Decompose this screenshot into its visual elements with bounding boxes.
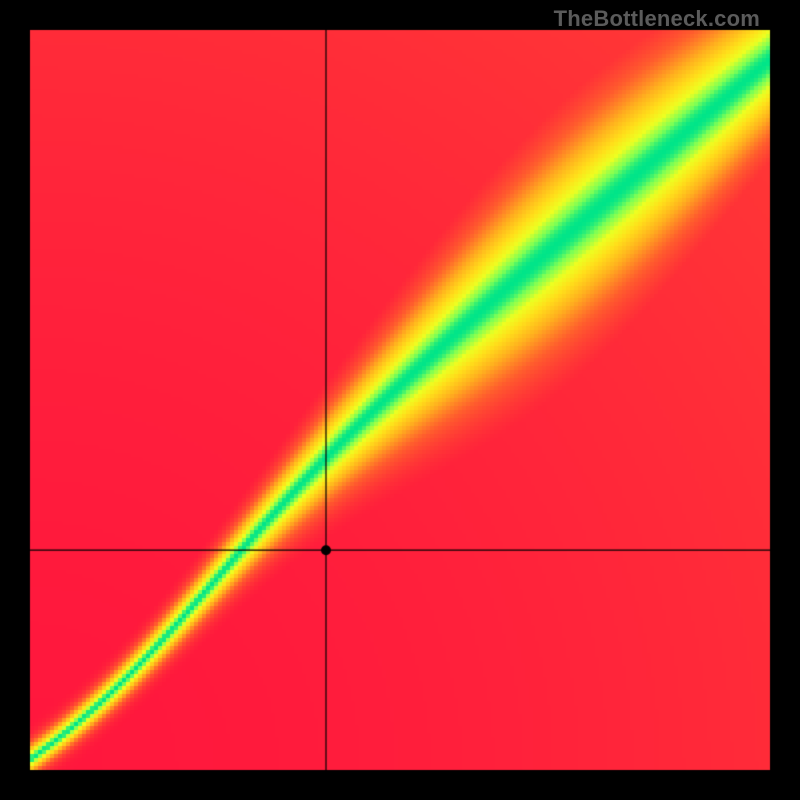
bottleneck-heatmap xyxy=(0,0,800,800)
watermark-text: TheBottleneck.com xyxy=(554,6,760,32)
chart-container: TheBottleneck.com xyxy=(0,0,800,800)
